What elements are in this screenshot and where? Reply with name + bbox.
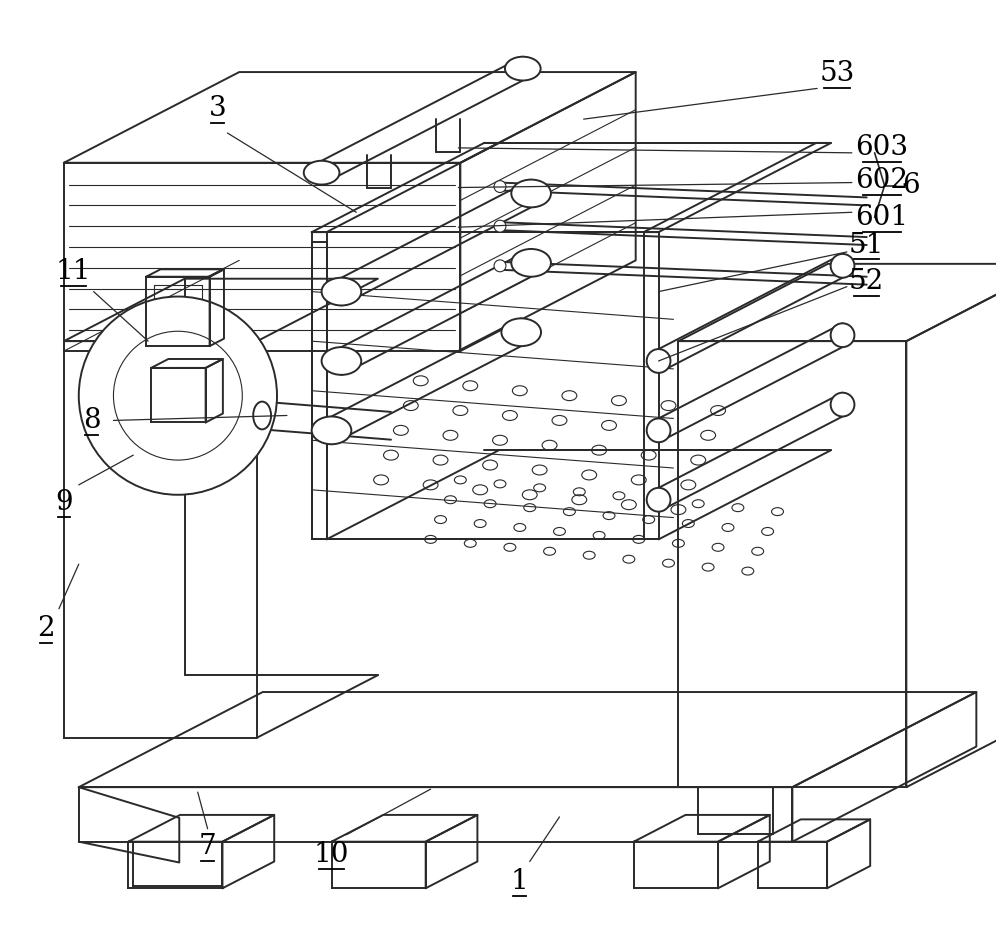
- Text: 3: 3: [209, 95, 226, 122]
- Text: 8: 8: [83, 407, 100, 434]
- Text: 9: 9: [55, 489, 73, 516]
- Ellipse shape: [831, 254, 854, 277]
- Ellipse shape: [253, 401, 271, 430]
- Text: 53: 53: [819, 60, 855, 87]
- Ellipse shape: [113, 331, 242, 460]
- Ellipse shape: [312, 416, 351, 445]
- Ellipse shape: [511, 180, 551, 208]
- Ellipse shape: [501, 319, 541, 346]
- Ellipse shape: [322, 277, 361, 306]
- Ellipse shape: [79, 296, 277, 494]
- Text: 6: 6: [903, 172, 920, 199]
- Text: 602: 602: [855, 167, 908, 194]
- Text: 2: 2: [37, 615, 55, 642]
- Ellipse shape: [831, 323, 854, 347]
- Text: 601: 601: [855, 204, 908, 230]
- Text: 1: 1: [511, 868, 529, 895]
- Ellipse shape: [647, 349, 670, 373]
- Ellipse shape: [304, 161, 339, 184]
- Ellipse shape: [831, 393, 854, 416]
- Text: 51: 51: [849, 231, 884, 259]
- Ellipse shape: [494, 180, 506, 193]
- Ellipse shape: [511, 249, 551, 276]
- Ellipse shape: [322, 347, 361, 375]
- Text: 52: 52: [849, 268, 884, 295]
- Ellipse shape: [647, 418, 670, 442]
- Ellipse shape: [494, 220, 506, 232]
- Ellipse shape: [494, 259, 506, 272]
- Text: 7: 7: [199, 833, 216, 860]
- Text: 11: 11: [56, 258, 92, 285]
- Text: 10: 10: [314, 841, 349, 868]
- Text: 603: 603: [855, 134, 908, 162]
- Ellipse shape: [505, 56, 541, 81]
- Ellipse shape: [647, 488, 670, 511]
